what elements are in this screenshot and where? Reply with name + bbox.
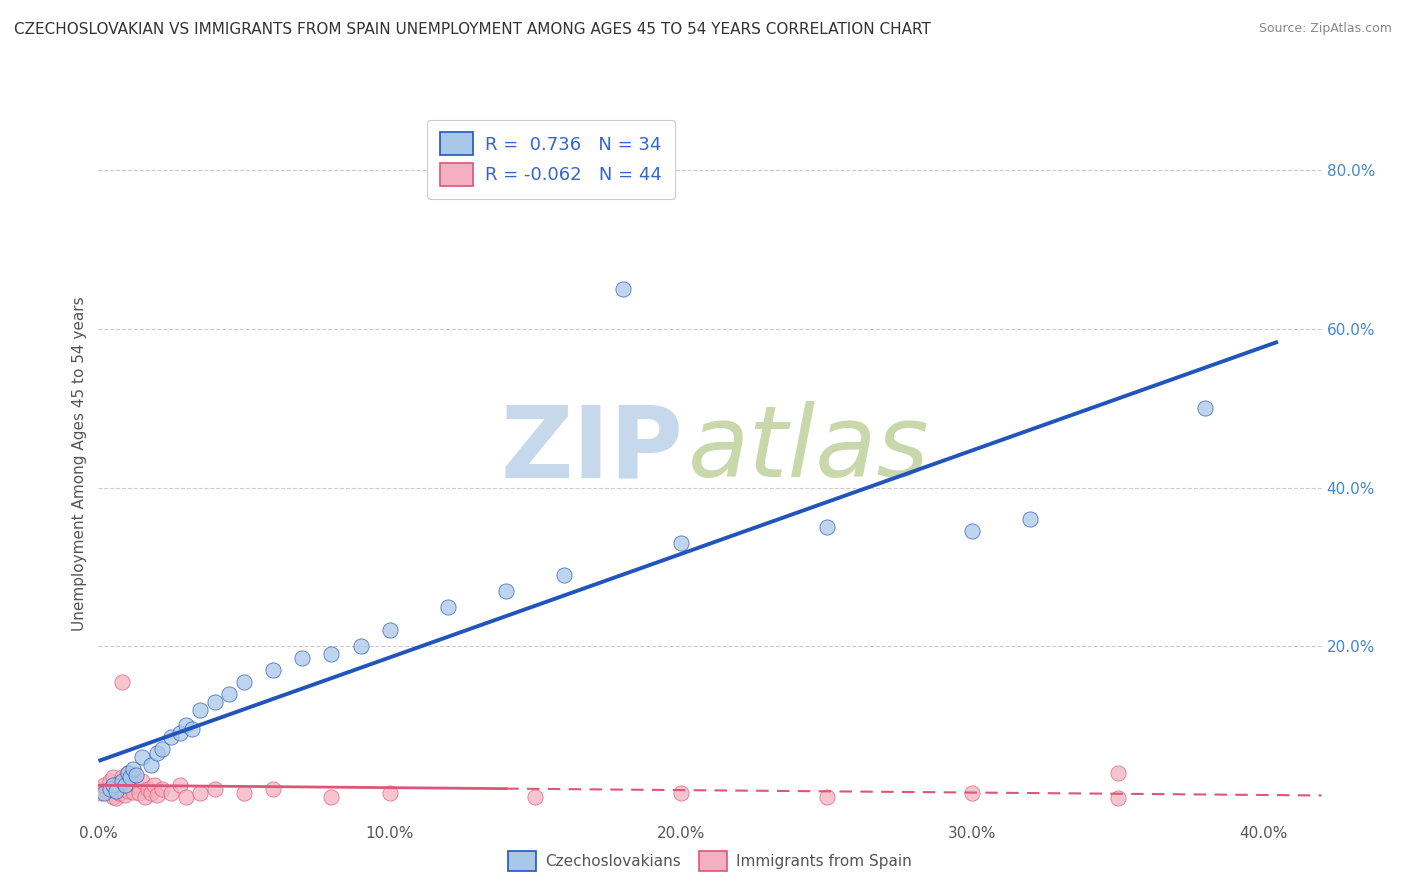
Point: [169, 778, 191, 792]
Point: [136, 781, 159, 796]
Y-axis label: Unemployment Among Ages 45 to 54 years: Unemployment Among Ages 45 to 54 years: [72, 296, 87, 632]
Point: [152, 742, 174, 756]
Point: [117, 766, 139, 780]
Point: [815, 789, 838, 804]
Point: [262, 663, 284, 677]
Point: [669, 786, 692, 800]
Point: [1107, 766, 1129, 780]
Point: [120, 770, 142, 784]
Point: [669, 536, 692, 550]
Point: [114, 774, 136, 789]
Point: [378, 786, 401, 800]
Point: [111, 774, 134, 789]
Point: [117, 783, 139, 797]
Point: [188, 703, 212, 717]
Point: [437, 599, 460, 614]
Point: [111, 770, 134, 784]
Point: [111, 781, 134, 796]
Point: [90, 786, 112, 800]
Point: [142, 778, 165, 792]
Point: [378, 624, 401, 638]
Point: [101, 770, 124, 784]
Point: [114, 778, 136, 792]
Point: [612, 282, 634, 296]
Point: [524, 789, 547, 804]
Text: atlas: atlas: [688, 401, 929, 498]
Point: [93, 778, 115, 792]
Point: [960, 786, 983, 800]
Point: [128, 786, 150, 800]
Point: [204, 781, 226, 796]
Text: Source: ZipAtlas.com: Source: ZipAtlas.com: [1258, 22, 1392, 36]
Point: [114, 789, 136, 803]
Point: [122, 767, 145, 781]
Point: [134, 789, 156, 804]
Point: [815, 520, 838, 534]
Point: [108, 786, 131, 800]
Legend: Czechoslovakians, Immigrants from Spain: Czechoslovakians, Immigrants from Spain: [502, 846, 918, 877]
Point: [122, 762, 145, 776]
Point: [321, 647, 343, 661]
Point: [291, 651, 314, 665]
Point: [160, 786, 183, 800]
Point: [233, 786, 256, 800]
Point: [108, 775, 131, 789]
Point: [98, 781, 121, 796]
Point: [131, 774, 153, 789]
Point: [174, 718, 197, 732]
Point: [93, 786, 115, 800]
Point: [125, 778, 148, 792]
Point: [139, 786, 162, 800]
Point: [180, 723, 202, 737]
Point: [111, 674, 134, 689]
Point: [174, 789, 197, 804]
Point: [152, 781, 174, 796]
Point: [495, 583, 517, 598]
Text: CZECHOSLOVAKIAN VS IMMIGRANTS FROM SPAIN UNEMPLOYMENT AMONG AGES 45 TO 54 YEARS : CZECHOSLOVAKIAN VS IMMIGRANTS FROM SPAIN…: [14, 22, 931, 37]
Point: [104, 778, 127, 792]
Point: [120, 780, 142, 795]
Point: [104, 783, 127, 797]
Point: [125, 767, 148, 781]
Point: [218, 687, 240, 701]
Point: [1194, 401, 1216, 416]
Point: [122, 785, 145, 799]
Point: [101, 778, 124, 792]
Point: [1107, 791, 1129, 805]
Point: [117, 766, 139, 780]
Point: [960, 524, 983, 539]
Point: [321, 789, 343, 804]
Point: [1019, 512, 1042, 526]
Point: [101, 789, 124, 804]
Point: [120, 772, 142, 786]
Point: [98, 774, 121, 789]
Point: [145, 746, 167, 760]
Point: [160, 731, 183, 745]
Point: [96, 783, 118, 797]
Point: [131, 750, 153, 764]
Point: [139, 758, 162, 772]
Point: [169, 726, 191, 740]
Point: [233, 674, 256, 689]
Text: ZIP: ZIP: [501, 401, 683, 498]
Point: [553, 567, 575, 582]
Point: [145, 789, 167, 803]
Point: [262, 781, 284, 796]
Point: [104, 791, 127, 805]
Point: [188, 786, 212, 800]
Point: [349, 639, 371, 653]
Point: [204, 695, 226, 709]
Point: [87, 781, 110, 796]
